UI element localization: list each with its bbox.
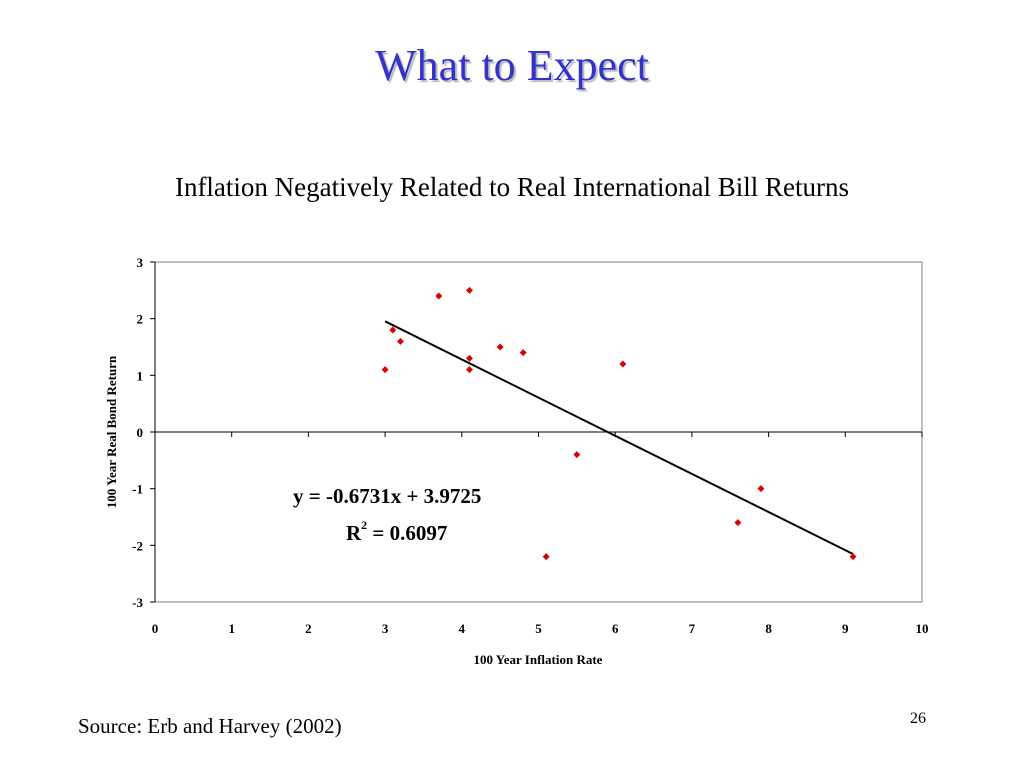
x-tick-label: 10 xyxy=(916,621,929,636)
x-axis-tick-labels: 0 1 2 3 4 5 6 7 8 9 10 xyxy=(152,621,929,636)
y-tick-label: 2 xyxy=(137,312,144,327)
chart-subtitle: Inflation Negatively Related to Real Int… xyxy=(174,172,850,202)
data-point xyxy=(389,326,397,334)
data-point xyxy=(435,292,443,300)
y-tick-label: -3 xyxy=(132,595,143,610)
y-tick-label: -1 xyxy=(132,482,143,497)
x-tick-label: 8 xyxy=(765,621,772,636)
x-tick-label: 0 xyxy=(152,621,159,636)
r-squared-label: R2 = 0.6097 xyxy=(346,518,447,545)
data-point xyxy=(496,343,504,351)
x-tick-label: 4 xyxy=(459,621,466,636)
y-tick-label: 3 xyxy=(137,255,144,270)
page-number: 26 xyxy=(910,710,926,727)
x-tick-label: 6 xyxy=(612,621,619,636)
r-squared-superscript: 2 xyxy=(361,518,367,532)
data-point xyxy=(465,366,473,374)
trendline-equation: y = -0.6731x + 3.9725 xyxy=(293,484,481,508)
data-points xyxy=(381,286,857,561)
data-point xyxy=(734,519,742,527)
y-axis-title: 100 Year Real Bond Return xyxy=(104,355,119,508)
x-tick-label: 2 xyxy=(305,621,312,636)
trendline xyxy=(384,320,854,555)
data-point xyxy=(849,553,857,561)
data-point xyxy=(542,553,550,561)
source-citation: Source: Erb and Harvey (2002) xyxy=(78,714,342,738)
data-point xyxy=(757,485,765,493)
data-point xyxy=(381,366,389,374)
y-tick-label: -2 xyxy=(132,538,143,553)
data-point xyxy=(519,349,527,357)
data-point xyxy=(465,354,473,362)
x-tick-label: 9 xyxy=(842,621,849,636)
data-point xyxy=(573,451,581,459)
r-squared-symbol: R xyxy=(346,521,362,545)
data-point xyxy=(396,337,404,345)
data-point xyxy=(465,286,473,294)
x-axis-title: 100 Year Inflation Rate xyxy=(474,652,603,667)
r-squared-value: = 0.6097 xyxy=(367,521,447,545)
x-axis-ticks xyxy=(154,432,923,437)
y-axis-ticks xyxy=(150,261,155,603)
x-tick-label: 7 xyxy=(689,621,696,636)
x-tick-label: 5 xyxy=(535,621,542,636)
x-tick-label: 3 xyxy=(382,621,389,636)
data-point xyxy=(619,360,627,368)
y-axis-tick-labels: 3 2 1 0 -1 -2 -3 xyxy=(132,255,143,610)
y-tick-label: 0 xyxy=(137,425,144,440)
x-tick-label: 1 xyxy=(228,621,235,636)
slide-title: What to Expect xyxy=(375,41,649,90)
y-tick-label: 1 xyxy=(137,368,144,383)
